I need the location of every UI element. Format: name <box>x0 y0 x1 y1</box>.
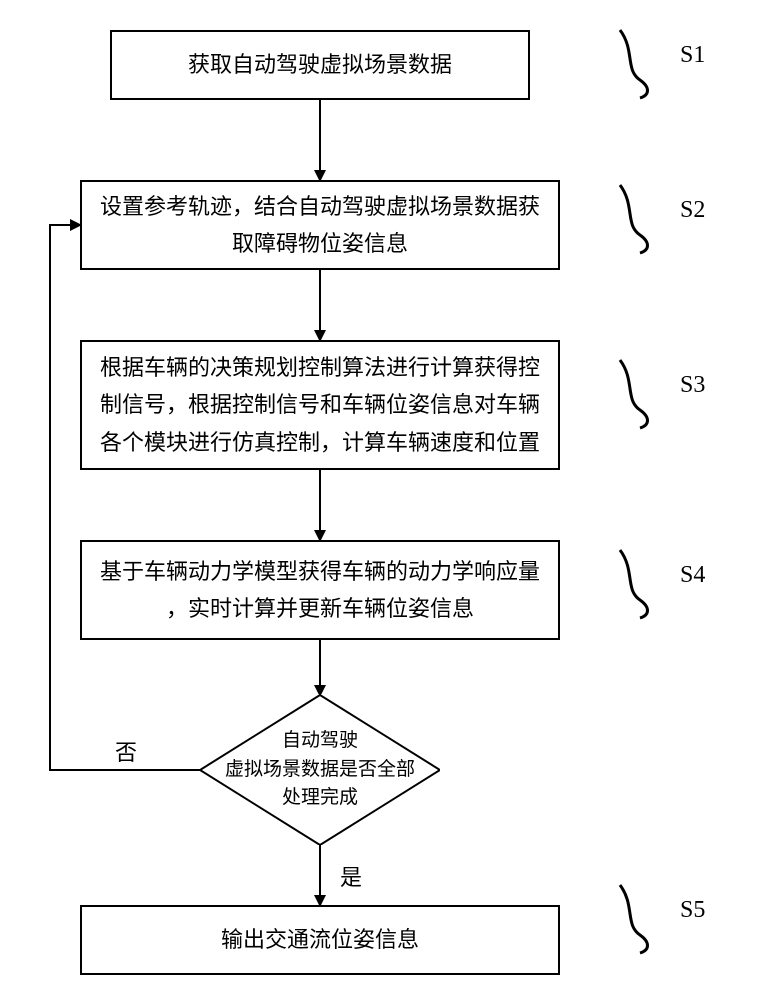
squiggle-icon <box>610 875 660 955</box>
step-text: 根据车辆的决策规划控制算法进行计算获得控 制信号，根据控制信号和车辆位姿信息对车… <box>100 349 540 461</box>
squiggle-icon <box>610 350 660 430</box>
decision-node: 自动驾驶 虚拟场景数据是否全部 处理完成 <box>200 695 440 845</box>
step-text: 输出交通流位姿信息 <box>221 921 419 958</box>
edge-label-yes: 是 <box>340 860 362 892</box>
flowchart-canvas: 获取自动驾驶虚拟场景数据 设置参考轨迹，结合自动驾驶虚拟场景数据获 取障碍物位姿… <box>0 0 782 1000</box>
step-box-s4: 基于车辆动力学模型获得车辆的动力学响应量 ，实时计算并更新车辆位姿信息 <box>80 540 560 640</box>
step-box-s2: 设置参考轨迹，结合自动驾驶虚拟场景数据获 取障碍物位姿信息 <box>80 180 560 270</box>
step-box-s1: 获取自动驾驶虚拟场景数据 <box>110 30 530 100</box>
step-text: 设置参考轨迹，结合自动驾驶虚拟场景数据获 取障碍物位姿信息 <box>100 188 540 263</box>
edges-layer <box>0 0 782 1000</box>
step-box-s5: 输出交通流位姿信息 <box>80 905 560 975</box>
step-label-s1: S1 <box>680 42 705 69</box>
step-text: 获取自动驾驶虚拟场景数据 <box>188 46 452 83</box>
step-label-s3: S3 <box>680 372 705 399</box>
squiggle-icon <box>610 20 660 100</box>
step-box-s3: 根据车辆的决策规划控制算法进行计算获得控 制信号，根据控制信号和车辆位姿信息对车… <box>80 340 560 470</box>
step-label-s2: S2 <box>680 197 705 224</box>
edge-label-no: 否 <box>115 735 137 767</box>
decision-text: 自动驾驶 虚拟场景数据是否全部 处理完成 <box>225 727 415 813</box>
squiggle-icon <box>610 540 660 620</box>
step-label-s4: S4 <box>680 562 705 589</box>
step-label-s5: S5 <box>680 897 705 924</box>
squiggle-icon <box>610 175 660 255</box>
step-text: 基于车辆动力学模型获得车辆的动力学响应量 ，实时计算并更新车辆位姿信息 <box>100 553 540 628</box>
